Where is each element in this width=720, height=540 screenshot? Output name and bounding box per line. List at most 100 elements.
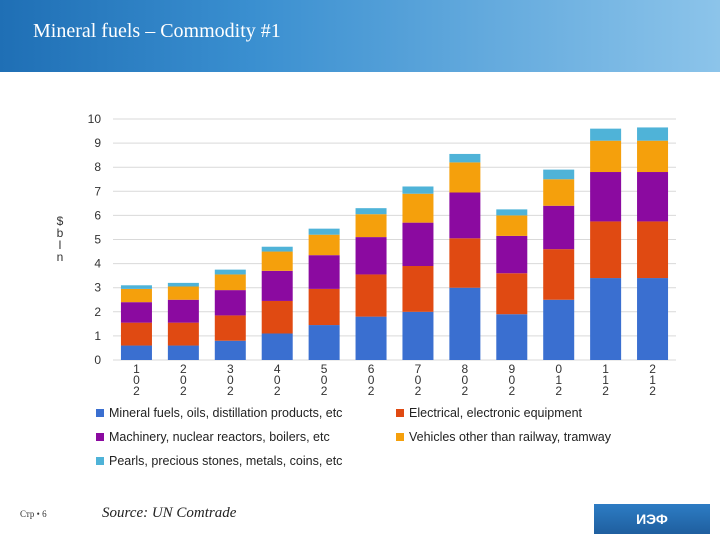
bar-segment [355,214,387,238]
bar-segment [590,140,622,173]
bar-segment [120,345,152,360]
legend-swatch [96,433,104,441]
legend-entry: Vehicles other than railway, tramway [396,430,611,444]
bar-segment [543,299,575,360]
bar-segment [261,300,293,334]
bar-segment [261,333,293,360]
bar-segment [167,345,199,360]
bar-segment [449,192,481,239]
bar-segment [496,209,528,216]
legend-label: Machinery, nuclear reactors, boilers, et… [109,430,330,444]
legend-swatch [396,433,404,441]
bar-segment [355,316,387,360]
y-tick-label: 4 [94,257,101,271]
page-number: Стр • 6 [20,509,47,519]
bar-segment [402,193,434,223]
legend-entry: Mineral fuels, oils, distillation produc… [96,406,342,420]
bar-segment [402,311,434,360]
bar-segment [496,215,528,236]
source-note: Source: UN Comtrade [102,505,237,521]
slide-header: Mineral fuels – Commodity #1 [0,0,720,72]
bar-segment [496,235,528,274]
y-tick-label: 2 [94,305,101,319]
legend-swatch [96,457,104,465]
bar-segment [261,246,293,252]
bar-segment [167,286,199,300]
bar-segment [449,238,481,288]
bar-segment [214,340,246,360]
bar-segment [590,221,622,279]
bar-segment [308,255,340,289]
bar-segment [449,162,481,193]
bar-segment [261,270,293,301]
legend-entry: Machinery, nuclear reactors, boilers, et… [96,430,330,444]
y-tick-label: 8 [94,160,101,174]
bar-segment [637,221,669,279]
bar-segment [496,314,528,360]
y-tick-label: 7 [94,184,101,198]
bar-segment [214,315,246,341]
bar-segment [120,288,152,303]
bar-segment [543,249,575,300]
bar-segment [355,274,387,317]
bar-segment [355,208,387,215]
bar-segment [637,172,669,222]
bar-segment [590,172,622,222]
logo-badge: ИЭФ [594,504,710,534]
bar-segment [167,282,199,287]
bar-segment [308,234,340,256]
bar-segment [261,251,293,271]
bar-segment [355,237,387,275]
y-tick-label: 3 [94,281,101,295]
y-tick-label: 10 [88,112,102,126]
bar-segment [120,285,152,289]
bar-segment [214,274,246,291]
bar-segment [637,140,669,173]
bar-segment [402,186,434,194]
legend-label: Pearls, precious stones, metals, coins, … [109,454,343,468]
bar-segment [449,153,481,163]
bar-segment [590,128,622,141]
y-tick-label: 5 [94,233,101,247]
bar-segment [402,266,434,312]
y-tick-label: 6 [94,208,101,222]
bar-segment [449,287,481,360]
legend-swatch [396,409,404,417]
bar-segment [308,325,340,360]
legend-label: Mineral fuels, oils, distillation produc… [109,406,343,420]
bar-segment [120,302,152,323]
bar-segment [167,322,199,346]
slide-title: Mineral fuels – Commodity #1 [33,20,281,42]
legend-entry: Pearls, precious stones, metals, coins, … [96,454,342,468]
legend-swatch [96,409,104,417]
bar-segment [543,205,575,250]
bar-segment [402,222,434,267]
bar-segment [543,179,575,206]
bar-segment [120,322,152,346]
chart-legend: Mineral fuels, oils, distillation produc… [96,406,696,472]
legend-label: Electrical, electronic equipment [409,406,582,420]
y-tick-label: 9 [94,136,101,150]
y-tick-label: 1 [94,329,101,343]
bar-segment [214,269,246,275]
y-axis-label: $ b l n [57,214,64,264]
bar-segment [637,127,669,141]
bar-segment [590,278,622,360]
bar-segment [214,290,246,316]
bar-segment [167,299,199,323]
bar-segment [308,288,340,326]
bar-segment [308,228,340,235]
